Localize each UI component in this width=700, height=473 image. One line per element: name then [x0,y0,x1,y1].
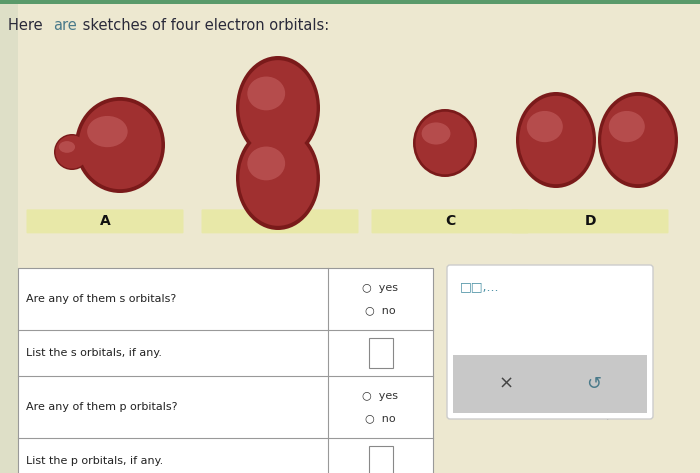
Ellipse shape [239,60,316,156]
Ellipse shape [527,111,563,142]
Bar [0,0,700,4]
Ellipse shape [78,101,162,189]
Ellipse shape [236,56,320,160]
Text: C: C [445,214,455,228]
Text: A: A [99,214,111,228]
Bar [453,355,647,413]
Text: List the p orbitals, if any.: List the p orbitals, if any. [26,456,163,466]
Ellipse shape [239,130,316,226]
Bar [18,268,433,473]
Text: D: D [584,214,596,228]
Ellipse shape [516,92,596,188]
Text: □□,...: □□,... [460,280,500,293]
Ellipse shape [413,109,477,177]
Text: Here: Here [8,18,48,33]
Text: ○  no: ○ no [365,413,396,423]
Ellipse shape [236,126,320,230]
Ellipse shape [59,141,75,153]
Ellipse shape [247,147,285,180]
FancyBboxPatch shape [512,210,668,233]
FancyBboxPatch shape [447,265,653,419]
FancyBboxPatch shape [368,446,393,473]
FancyBboxPatch shape [372,210,528,233]
Text: ○  no: ○ no [365,305,396,315]
Text: are: are [53,18,77,33]
Text: ○  yes: ○ yes [363,283,398,293]
Text: sketches of four electron orbitals:: sketches of four electron orbitals: [78,18,329,33]
Text: Are any of them p orbitals?: Are any of them p orbitals? [26,402,178,412]
FancyBboxPatch shape [27,210,183,233]
Ellipse shape [88,116,127,147]
Ellipse shape [519,96,593,184]
FancyBboxPatch shape [202,210,358,233]
Bar [0,4,18,473]
Ellipse shape [416,112,475,174]
Text: ↗: ↗ [604,408,616,422]
Text: List the s orbitals, if any.: List the s orbitals, if any. [26,348,162,358]
Ellipse shape [75,97,165,193]
Ellipse shape [54,134,90,170]
Text: ↺: ↺ [587,375,601,393]
Text: B: B [274,214,286,228]
Ellipse shape [55,135,89,168]
Ellipse shape [421,123,450,145]
Ellipse shape [601,96,675,184]
Ellipse shape [609,111,645,142]
Ellipse shape [598,92,678,188]
Ellipse shape [247,77,285,110]
Text: Are any of them s orbitals?: Are any of them s orbitals? [26,294,176,304]
Text: ×: × [498,375,514,393]
FancyBboxPatch shape [368,338,393,368]
Text: ○  yes: ○ yes [363,391,398,401]
